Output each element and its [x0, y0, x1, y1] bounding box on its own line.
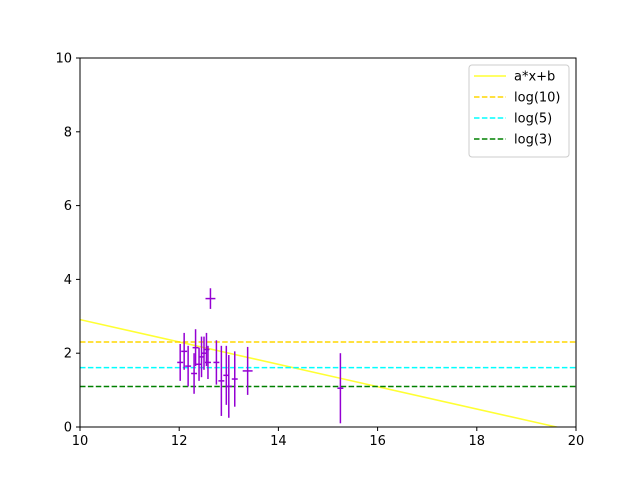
data-point: [191, 353, 198, 394]
y-axis: 0 2 4 6 8 10: [55, 52, 80, 436]
y-tick-label: 6: [64, 199, 72, 214]
plot-frame: [79, 57, 577, 428]
points-layer: [177, 288, 344, 424]
data-point: [185, 345, 192, 387]
data-point: [177, 343, 184, 381]
y-tick-label: 10: [55, 52, 72, 67]
legend: a*x+b log(10) log(5) log(3): [468, 64, 570, 158]
data-point: [218, 345, 225, 416]
y-tick-label: 0: [64, 421, 72, 436]
data-point: [204, 345, 211, 380]
data-point: [181, 332, 188, 370]
data-point: [242, 346, 253, 395]
x-tick-label: 14: [270, 434, 287, 449]
data-point: [337, 353, 344, 424]
data-point: [213, 340, 220, 385]
y-tick-label: 2: [64, 347, 72, 362]
data-point: [205, 288, 216, 309]
data-point: [231, 351, 238, 407]
y-tick-label: 4: [64, 273, 72, 288]
data-point: [192, 329, 199, 367]
legend-label: log(5): [514, 112, 552, 127]
series-layer: [80, 318, 576, 427]
data-point: [225, 355, 232, 418]
x-tick-label: 20: [568, 434, 585, 449]
legend-label: log(3): [514, 133, 552, 148]
legend-label: a*x+b: [514, 70, 555, 85]
legend-box: [468, 64, 570, 158]
series-line-0: [80, 318, 560, 427]
y-tick-label: 8: [64, 125, 72, 140]
x-tick-label: 16: [369, 434, 386, 449]
x-axis: 10 12 14 16 18 20: [72, 427, 585, 449]
legend-label: log(10): [514, 91, 561, 106]
x-tick-label: 12: [171, 434, 188, 449]
x-tick-label: 10: [72, 434, 89, 449]
x-tick-label: 18: [469, 434, 486, 449]
